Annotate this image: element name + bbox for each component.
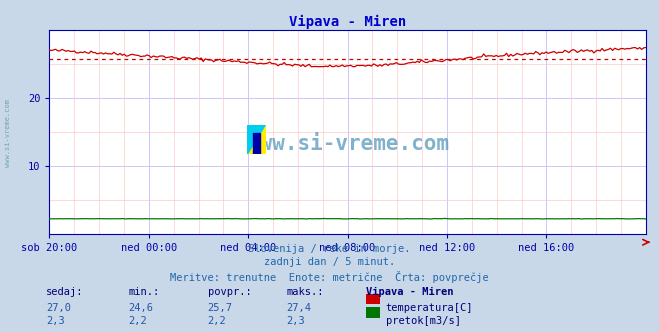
Text: 24,6: 24,6 (129, 303, 154, 313)
Polygon shape (247, 124, 266, 154)
Text: 2,3: 2,3 (46, 316, 65, 326)
Polygon shape (252, 133, 260, 154)
Text: www.si-vreme.com: www.si-vreme.com (246, 134, 449, 154)
Text: 27,0: 27,0 (46, 303, 71, 313)
Text: 2,3: 2,3 (287, 316, 305, 326)
Text: www.si-vreme.com: www.si-vreme.com (5, 99, 11, 167)
Text: maks.:: maks.: (287, 287, 324, 297)
Text: 25,7: 25,7 (208, 303, 233, 313)
Text: temperatura[C]: temperatura[C] (386, 303, 473, 313)
Text: Meritve: trenutne  Enote: metrične  Črta: povprečje: Meritve: trenutne Enote: metrične Črta: … (170, 271, 489, 283)
Title: Vipava - Miren: Vipava - Miren (289, 15, 406, 29)
Text: sedaj:: sedaj: (46, 287, 84, 297)
Text: Vipava - Miren: Vipava - Miren (366, 287, 453, 297)
Text: 2,2: 2,2 (129, 316, 147, 326)
Text: 2,2: 2,2 (208, 316, 226, 326)
Polygon shape (247, 124, 266, 154)
Text: 27,4: 27,4 (287, 303, 312, 313)
Text: pretok[m3/s]: pretok[m3/s] (386, 316, 461, 326)
Text: povpr.:: povpr.: (208, 287, 251, 297)
Text: min.:: min.: (129, 287, 159, 297)
Text: Slovenija / reke in morje.: Slovenija / reke in morje. (248, 244, 411, 254)
Text: zadnji dan / 5 minut.: zadnji dan / 5 minut. (264, 257, 395, 267)
